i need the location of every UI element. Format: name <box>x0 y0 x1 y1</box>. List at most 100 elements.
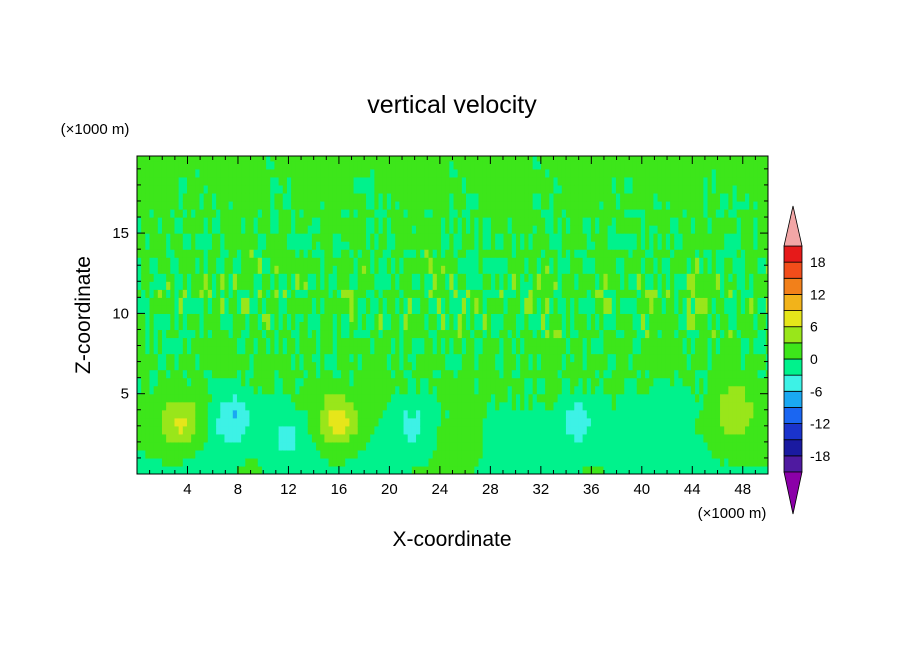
contour-cell <box>245 433 251 443</box>
contour-cell <box>186 345 192 355</box>
contour-cell <box>520 433 525 443</box>
contour-cell <box>549 417 555 427</box>
contour-cell <box>199 385 205 395</box>
contour-cell <box>370 441 375 451</box>
contour-cell <box>191 321 196 331</box>
contour-cell <box>282 457 288 467</box>
contour-cell <box>324 401 330 411</box>
contour-cell <box>257 409 263 419</box>
contour-cell <box>341 176 346 186</box>
contour-cell <box>166 257 171 266</box>
contour-cell <box>478 361 484 371</box>
contour-cell <box>645 385 650 395</box>
contour-cell <box>174 417 180 427</box>
contour-cell <box>278 241 284 250</box>
contour-cell <box>595 417 600 427</box>
contour-cell <box>490 457 496 467</box>
contour-cell <box>241 321 246 331</box>
contour-cell <box>370 184 375 194</box>
contour-cell <box>640 353 646 363</box>
contour-cell <box>195 225 201 234</box>
contour-cell <box>232 184 238 194</box>
contour-cell <box>461 369 467 379</box>
contour-cell <box>382 345 388 355</box>
contour-cell <box>445 465 450 474</box>
contour-cell <box>228 273 234 282</box>
contour-cell <box>157 257 163 266</box>
contour-cell <box>207 313 213 323</box>
contour-cell <box>349 209 355 218</box>
contour-cell <box>216 156 221 162</box>
contour-cell <box>353 313 359 323</box>
contour-cell <box>590 156 596 162</box>
contour-cell <box>503 265 509 274</box>
contour-cell <box>199 361 205 371</box>
contour-cell <box>428 281 434 290</box>
contour-cell <box>453 156 459 162</box>
contour-cell <box>349 281 355 290</box>
contour-cell <box>603 160 609 170</box>
contour-cell <box>565 377 571 387</box>
contour-cell <box>137 441 142 451</box>
contour-cell <box>270 369 276 379</box>
contour-cell <box>628 433 634 443</box>
contour-cell <box>424 401 430 411</box>
contour-cell <box>311 441 317 451</box>
contour-cell <box>524 168 530 178</box>
contour-cell <box>574 457 580 467</box>
contour-cell <box>320 329 325 339</box>
contour-cell <box>570 353 575 363</box>
contour-cell <box>474 409 480 419</box>
contour-cell <box>620 233 625 242</box>
contour-cell <box>291 289 296 298</box>
contour-cell <box>249 233 255 242</box>
contour-cell <box>266 265 271 274</box>
contour-cell <box>403 200 409 210</box>
contour-cell <box>599 465 605 474</box>
contour-cell <box>195 160 201 170</box>
contour-cell <box>366 441 371 451</box>
contour-cell <box>386 249 392 258</box>
contour-cell <box>191 425 196 435</box>
contour-cell <box>170 168 176 178</box>
contour-cell <box>166 160 171 170</box>
contour-cell <box>182 160 188 170</box>
contour-cell <box>386 329 392 339</box>
contour-cell <box>224 265 230 274</box>
contour-cell <box>228 265 234 274</box>
contour-cell <box>545 401 550 411</box>
contour-cell <box>420 369 425 379</box>
contour-cell <box>228 457 234 467</box>
contour-cell <box>574 209 580 218</box>
contour-cell <box>249 361 255 371</box>
contour-cell <box>220 281 226 290</box>
contour-cell <box>220 249 226 258</box>
contour-cell <box>503 433 509 443</box>
contour-cell <box>307 337 313 347</box>
contour-cell <box>407 249 413 258</box>
contour-cell <box>482 217 488 226</box>
contour-cell <box>432 425 438 435</box>
contour-cell <box>145 393 151 403</box>
contour-cell <box>203 265 209 274</box>
contour-cell <box>178 257 184 266</box>
contour-cell <box>495 200 500 210</box>
contour-cell <box>416 425 421 435</box>
contour-cell <box>599 393 605 403</box>
contour-cell <box>245 361 251 371</box>
contour-cell <box>540 465 546 474</box>
contour-cell <box>632 184 638 194</box>
contour-cell <box>316 409 321 419</box>
contour-cell <box>261 184 267 194</box>
contour-cell <box>257 200 263 210</box>
contour-cell <box>515 409 521 419</box>
contour-cell <box>245 265 251 274</box>
contour-cell <box>295 369 301 379</box>
contour-cell <box>453 433 459 443</box>
contour-cell <box>449 425 455 435</box>
contour-cell <box>620 385 625 395</box>
contour-cell <box>232 377 238 387</box>
contour-cell <box>453 353 459 363</box>
contour-cell <box>232 353 238 363</box>
contour-cell <box>470 184 475 194</box>
